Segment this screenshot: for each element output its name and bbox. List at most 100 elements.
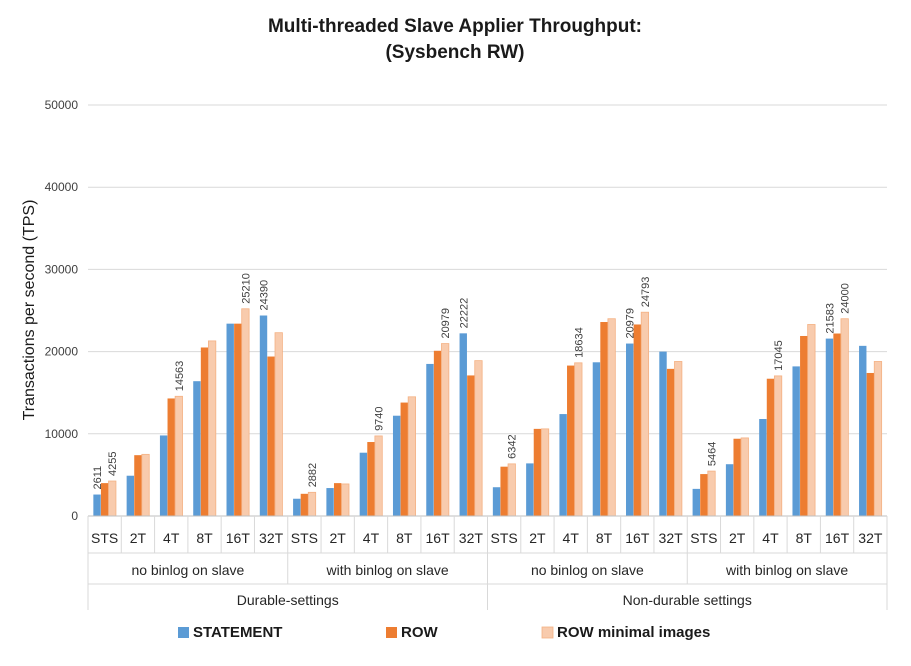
bar-row xyxy=(267,356,275,516)
x-tick-label: 16T xyxy=(625,530,650,546)
data-label: 14563 xyxy=(174,361,186,392)
bar-row xyxy=(500,466,508,516)
x-tick-label: 2T xyxy=(729,530,746,546)
data-label: 24793 xyxy=(640,277,652,308)
bar-row-minimal-images xyxy=(873,361,883,517)
legend: STATEMENT ROW ROW minimal images xyxy=(178,624,710,641)
data-label: 25210 xyxy=(240,273,252,304)
bar-row-minimal-images xyxy=(607,318,616,517)
bar-statement xyxy=(792,366,800,516)
data-label: 9740 xyxy=(374,406,386,430)
bar-row xyxy=(800,335,808,516)
bar-row-minimal-images xyxy=(640,311,650,517)
data-label: 2611 xyxy=(92,466,104,490)
data-label: 24390 xyxy=(259,280,271,311)
bar-statement xyxy=(492,487,501,516)
bar-statement xyxy=(592,362,601,516)
x-tick-label: STS xyxy=(91,530,118,546)
x-tick-label: 2T xyxy=(330,530,347,546)
bar-row-minimal-images xyxy=(407,396,416,517)
bar-row xyxy=(766,378,775,516)
bar-row xyxy=(533,428,542,516)
chart-title-line-1: Multi-threaded Slave Applier Throughput: xyxy=(268,16,642,37)
chart-title-line-2: (Sysbench RW) xyxy=(385,42,524,63)
bar-statement xyxy=(159,435,168,516)
x-tick-label: 4T xyxy=(563,530,580,546)
data-label: 22222 xyxy=(458,298,470,329)
x-axis: STS 2T 4T 8T 16T 32T STS 2T 4T 8T 16T 32T STS 2T 4T 8T 1… xyxy=(87,515,888,610)
subgroup-label: no binlog on slave xyxy=(131,562,244,578)
x-tick-label: 16T xyxy=(825,530,850,546)
bar-row-minimal-images xyxy=(773,375,783,517)
bar-row xyxy=(400,402,408,516)
bar-row xyxy=(633,324,642,516)
bars xyxy=(93,308,883,517)
bar-statement xyxy=(659,351,667,516)
subgroup-label: with binlog on slave xyxy=(725,562,848,578)
bar-row xyxy=(866,372,875,516)
group-label: Durable-settings xyxy=(237,592,339,608)
legend-label: ROW xyxy=(401,624,439,641)
bar-statement xyxy=(459,333,467,516)
y-axis-label: Transactions per second (TPS) xyxy=(21,200,38,421)
bar-row xyxy=(200,347,209,516)
bar-row xyxy=(100,483,109,516)
data-label: 24000 xyxy=(840,283,852,314)
bar-row-minimal-images xyxy=(208,340,217,517)
bar-row-minimal-images xyxy=(341,483,350,517)
x-tick-label: 8T xyxy=(796,530,813,546)
x-tick-label: 8T xyxy=(196,530,213,546)
bar-row-minimal-images xyxy=(540,428,550,517)
bar-row xyxy=(700,474,708,516)
bar-statement xyxy=(859,345,867,516)
x-tick-label: 8T xyxy=(596,530,613,546)
bar-statement xyxy=(825,338,834,516)
bar-statement xyxy=(126,475,135,516)
y-axis-ticks: 0 10000 20000 30000 40000 50000 xyxy=(45,98,79,523)
data-label: 20979 xyxy=(440,308,452,339)
bar-row xyxy=(733,438,741,516)
bar-statement xyxy=(759,419,767,516)
data-label: 20979 xyxy=(625,308,637,339)
bar-row xyxy=(134,455,142,516)
legend-swatch xyxy=(386,627,397,638)
x-tick-label: 16T xyxy=(226,530,251,546)
bar-statement xyxy=(559,414,567,516)
legend-swatch xyxy=(178,627,189,638)
bar-row-minimal-images xyxy=(441,343,450,517)
x-tick-label: 16T xyxy=(426,530,451,546)
y-tick-label: 50000 xyxy=(45,98,79,112)
bar-row xyxy=(467,375,475,516)
y-tick-label: 30000 xyxy=(45,262,79,276)
bar-row-minimal-images xyxy=(740,437,749,517)
x-tick-label: 2T xyxy=(529,530,546,546)
y-tick-label: 10000 xyxy=(45,427,79,441)
bar-row xyxy=(333,483,342,516)
bar-statement xyxy=(226,323,234,516)
data-label: 17045 xyxy=(773,340,785,371)
legend-label: ROW minimal images xyxy=(557,624,710,641)
bar-row-minimal-images xyxy=(507,463,516,517)
bar-statement xyxy=(193,381,201,516)
subgroup-label: with binlog on slave xyxy=(326,562,449,578)
group-label: Non-durable settings xyxy=(623,592,752,608)
data-label: 5464 xyxy=(706,442,718,466)
bar-row xyxy=(234,323,242,516)
y-tick-label: 40000 xyxy=(45,180,79,194)
x-tick-label: 4T xyxy=(363,530,380,546)
x-tick-label: 32T xyxy=(259,530,284,546)
data-label: 6342 xyxy=(507,434,519,458)
x-tick-label: 32T xyxy=(659,530,684,546)
data-label: 2882 xyxy=(307,463,319,487)
bar-statement xyxy=(392,415,401,516)
x-tick-label: STS xyxy=(690,530,717,546)
x-tick-label: 2T xyxy=(130,530,147,546)
bar-statement xyxy=(426,363,434,516)
legend-label: STATEMENT xyxy=(193,624,282,641)
bar-row-minimal-images xyxy=(307,491,317,517)
bar-statement xyxy=(692,488,700,516)
bar-row-minimal-images xyxy=(807,324,816,517)
bar-statement xyxy=(359,452,368,516)
bar-row-minimal-images xyxy=(707,470,716,517)
